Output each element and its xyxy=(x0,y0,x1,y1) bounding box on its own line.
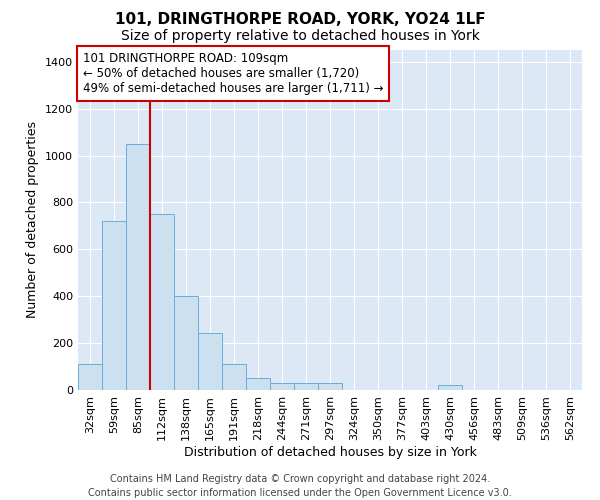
Bar xyxy=(78,364,102,390)
Bar xyxy=(294,383,318,390)
Bar xyxy=(222,364,246,390)
Bar xyxy=(174,296,198,390)
Bar xyxy=(318,383,342,390)
Bar xyxy=(270,383,294,390)
Text: 101, DRINGTHORPE ROAD, YORK, YO24 1LF: 101, DRINGTHORPE ROAD, YORK, YO24 1LF xyxy=(115,12,485,28)
Text: 101 DRINGTHORPE ROAD: 109sqm
← 50% of detached houses are smaller (1,720)
49% of: 101 DRINGTHORPE ROAD: 109sqm ← 50% of de… xyxy=(83,52,383,94)
Bar xyxy=(150,214,174,390)
Bar xyxy=(438,386,462,390)
X-axis label: Distribution of detached houses by size in York: Distribution of detached houses by size … xyxy=(184,446,476,458)
Y-axis label: Number of detached properties: Number of detached properties xyxy=(26,122,40,318)
Bar xyxy=(246,378,270,390)
Bar xyxy=(102,221,126,390)
Text: Size of property relative to detached houses in York: Size of property relative to detached ho… xyxy=(121,29,479,43)
Bar xyxy=(198,332,222,390)
Text: Contains HM Land Registry data © Crown copyright and database right 2024.
Contai: Contains HM Land Registry data © Crown c… xyxy=(88,474,512,498)
Bar xyxy=(126,144,150,390)
